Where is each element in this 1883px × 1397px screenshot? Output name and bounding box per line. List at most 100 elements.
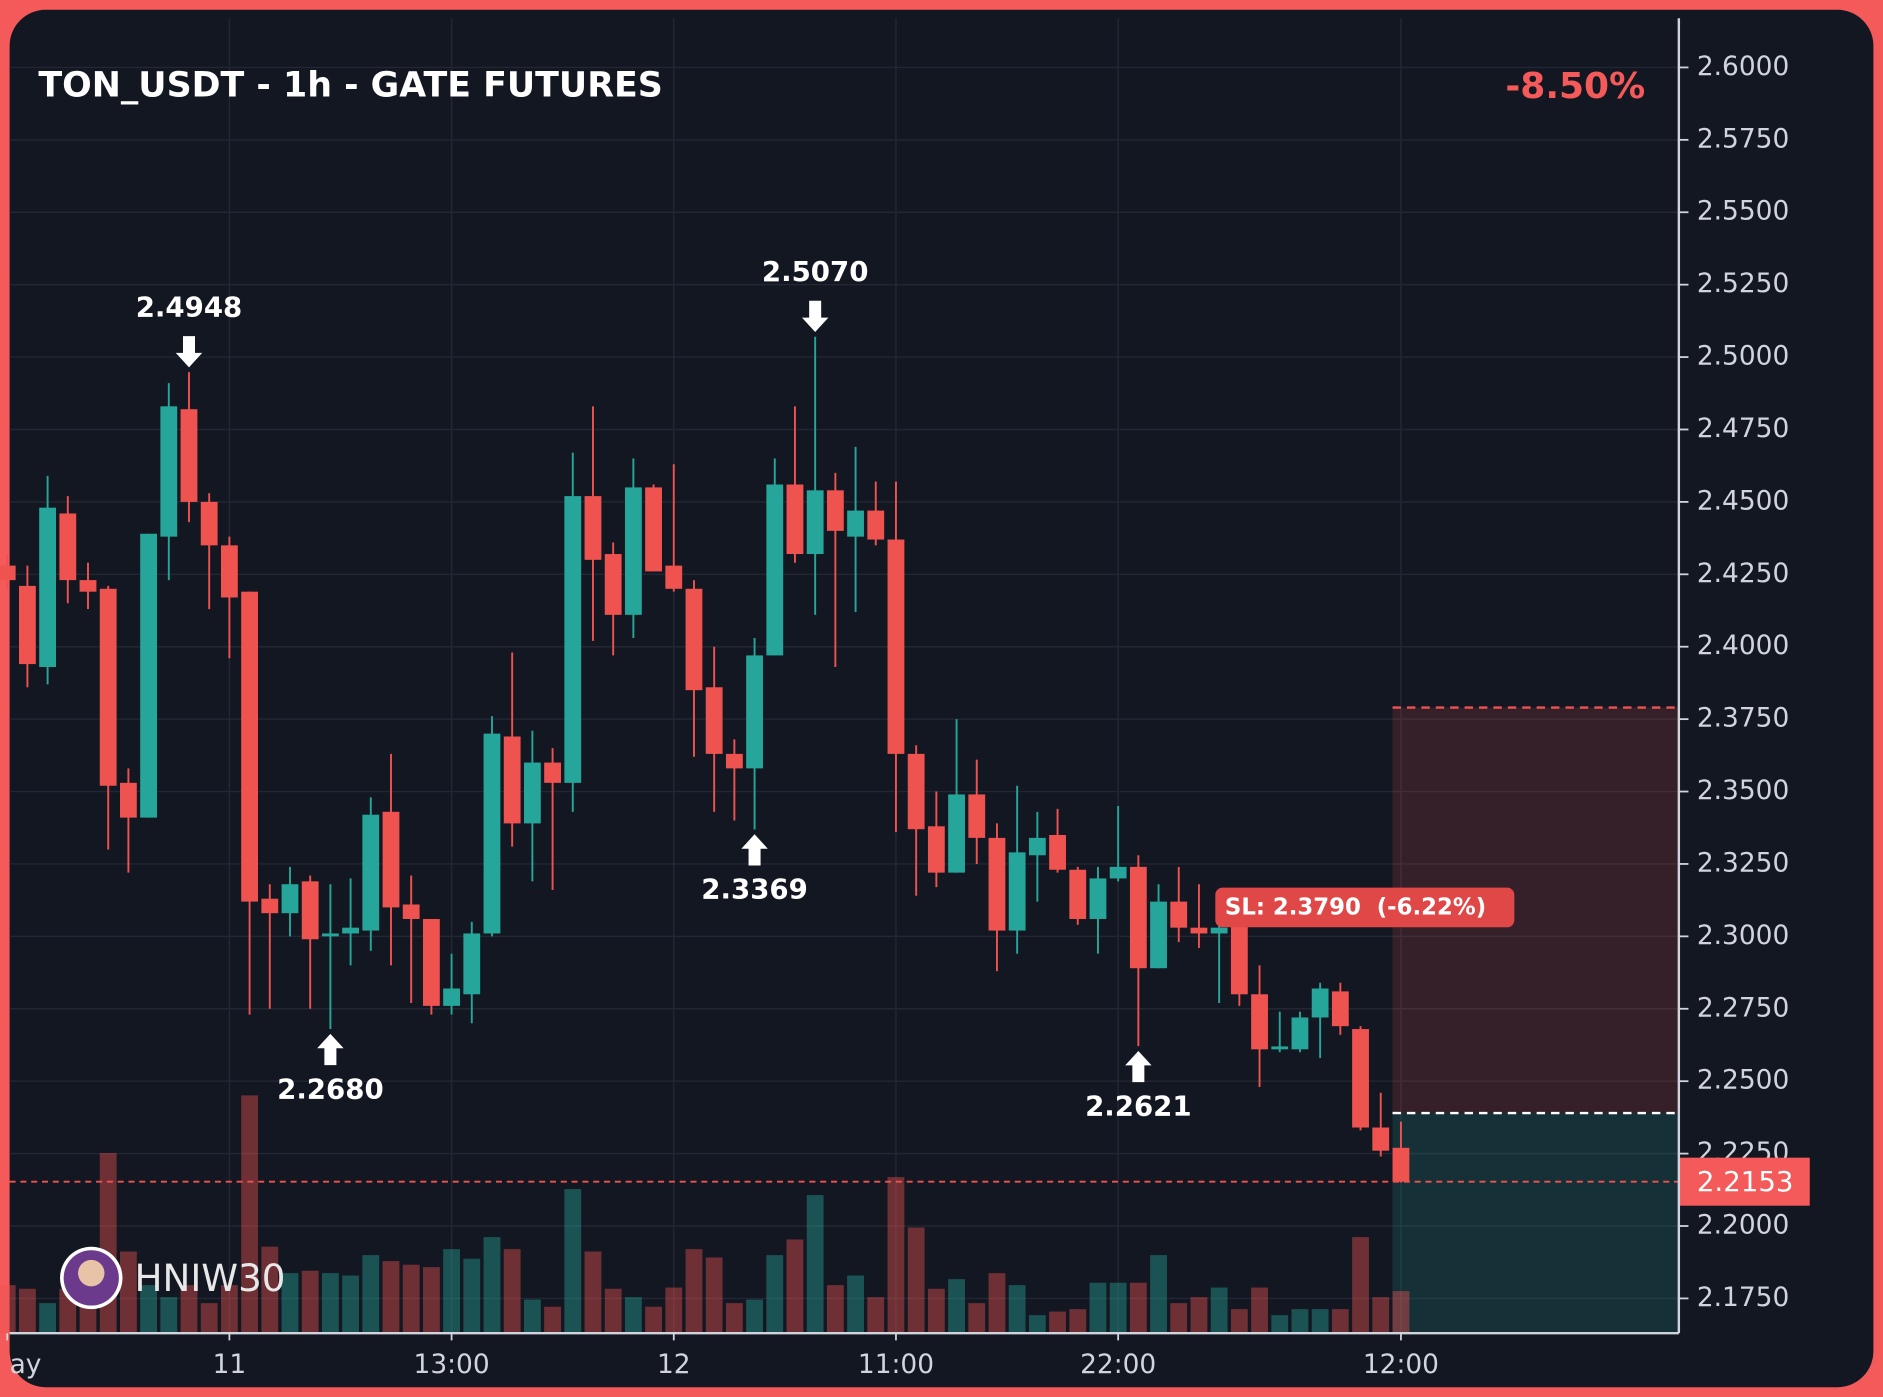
volume-bar [867,1297,885,1334]
candle-body [786,484,804,555]
volume-bar [948,1279,965,1334]
candle-body [402,904,420,919]
candle-body [887,539,905,754]
candle-body [241,591,258,902]
volume-bar [0,1285,16,1334]
price-tag [1678,1157,1810,1206]
candle-body [1190,927,1208,934]
volume-bar [645,1306,662,1334]
candle-body [1291,1017,1309,1050]
candle-body [79,580,97,592]
candle-body [1089,878,1107,919]
volume-bar [564,1189,582,1334]
candle-body [1109,866,1127,879]
candle-body [59,513,77,581]
profit-zone [1392,1113,1679,1334]
chart-title: TON_USDT - 1h - GATE FUTURES [38,66,662,106]
candle-body [39,507,57,667]
candle-body [220,545,238,598]
x-tick-label: 11 [213,1349,247,1380]
candle-body [1230,924,1248,995]
candle-body [766,484,784,656]
volume-bar [604,1288,622,1334]
candle-body [1049,834,1066,870]
volume-bar [927,1288,945,1334]
volume-bar [1008,1285,1026,1334]
candle-body [382,811,400,908]
candle-body [463,933,481,995]
candle-body [321,933,339,937]
candle-body [119,782,137,818]
volume-bar [786,1239,804,1334]
candle-body [483,733,501,934]
volume-bar [968,1303,986,1334]
volume-bar [362,1255,380,1334]
candle-body [624,487,642,615]
volume-bar [1089,1282,1107,1334]
volume-bar [1049,1311,1066,1334]
high-label: 2.4948 [136,290,243,323]
candle-body [705,687,723,754]
candle-body [1352,1029,1369,1128]
low-label: 2.2621 [1085,1089,1192,1122]
volume-bar [1291,1309,1309,1334]
volume-bar [826,1285,844,1334]
y-tick-label: 2.3250 [1697,847,1789,878]
candle-body [645,487,662,572]
volume-bar [342,1275,359,1334]
volume-bar [907,1227,925,1334]
volume-bar [483,1237,501,1334]
candle-body [1069,869,1087,919]
y-tick-label: 2.4000 [1697,630,1789,661]
candle-body [907,753,925,830]
candle-body [281,884,299,914]
volume-bar [160,1297,178,1334]
y-tick-label: 2.6000 [1697,51,1789,82]
candle-body [0,565,16,581]
volume-bar [1251,1287,1268,1334]
y-tick-label: 2.3500 [1697,775,1789,806]
y-tick-label: 2.5500 [1697,196,1789,227]
volume-bar [281,1273,299,1334]
high-label: 2.5070 [762,255,869,288]
volume-bar [382,1261,400,1334]
volume-bar [18,1288,36,1334]
candle-body [1028,837,1046,856]
low-label: 2.2680 [277,1072,384,1105]
volume-bar [1150,1255,1167,1334]
candle-body [523,762,541,824]
candle-body [665,565,683,589]
y-tick-label: 2.5250 [1697,268,1789,299]
stop-loss-badge [1215,887,1515,928]
y-tick-label: 2.1750 [1697,1282,1789,1313]
y-tick-label: 2.3750 [1697,703,1789,734]
candle-body [1372,1127,1390,1151]
candle-body [968,794,986,838]
volume-bar [887,1177,905,1334]
volume-bar [1331,1309,1349,1334]
y-tick-label: 2.5750 [1697,123,1789,154]
candle-body [927,826,945,873]
x-tick-label: 11:00 [858,1349,934,1380]
candle-body [1311,988,1329,1018]
volume-bar [584,1251,602,1334]
candle-body [1251,994,1268,1050]
candle-body [443,988,460,1006]
y-tick-label: 2.4500 [1697,485,1789,516]
candle-body [301,881,319,940]
candle-body [806,490,824,555]
volume-bar [1028,1315,1046,1334]
candle-body [503,736,521,824]
volume-bar [766,1255,784,1334]
arrow [317,1033,344,1066]
y-tick-label: 2.2750 [1697,992,1789,1023]
volume-bar [402,1264,420,1334]
candle-body [1271,1046,1289,1050]
candle-body [1008,852,1026,931]
volume-bar [705,1257,723,1334]
candle-body [564,496,582,783]
candle-body [867,510,885,540]
volume-bar [140,1285,158,1334]
volume-bar [685,1249,703,1334]
